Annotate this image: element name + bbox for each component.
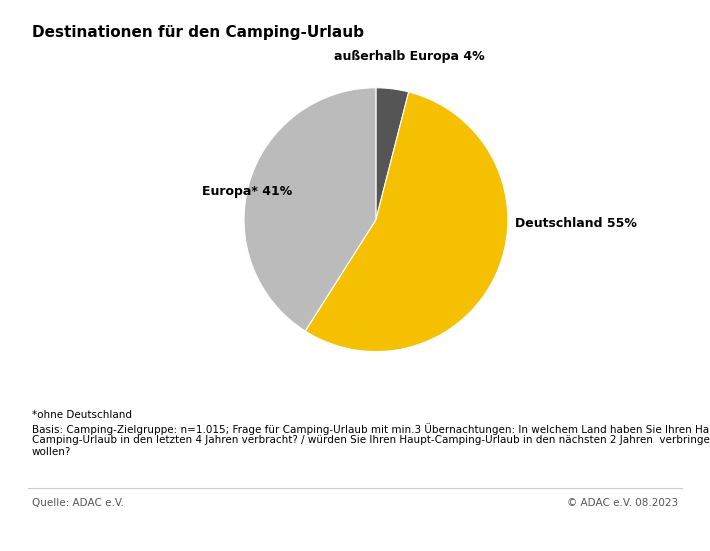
- Wedge shape: [305, 92, 508, 352]
- Text: Europa* 41%: Europa* 41%: [202, 186, 293, 198]
- Wedge shape: [244, 88, 376, 331]
- Text: Destinationen für den Camping-Urlaub: Destinationen für den Camping-Urlaub: [32, 25, 364, 40]
- Text: Deutschland 55%: Deutschland 55%: [515, 217, 637, 230]
- Wedge shape: [376, 88, 409, 220]
- Text: © ADAC e.V. 08.2023: © ADAC e.V. 08.2023: [567, 498, 678, 507]
- Text: *ohne Deutschland: *ohne Deutschland: [32, 410, 132, 420]
- Text: Quelle: ADAC e.V.: Quelle: ADAC e.V.: [32, 498, 124, 507]
- Text: außerhalb Europa 4%: außerhalb Europa 4%: [334, 51, 485, 63]
- Text: Basis: Camping-Zielgruppe: n=1.015; Frage für Camping-Urlaub mit min.3 Übernacht: Basis: Camping-Zielgruppe: n=1.015; Frag…: [32, 423, 710, 435]
- Text: Camping-Urlaub in den letzten 4 Jahren verbracht? / würden Sie Ihren Haupt-Campi: Camping-Urlaub in den letzten 4 Jahren v…: [32, 435, 710, 445]
- Text: wollen?: wollen?: [32, 447, 71, 457]
